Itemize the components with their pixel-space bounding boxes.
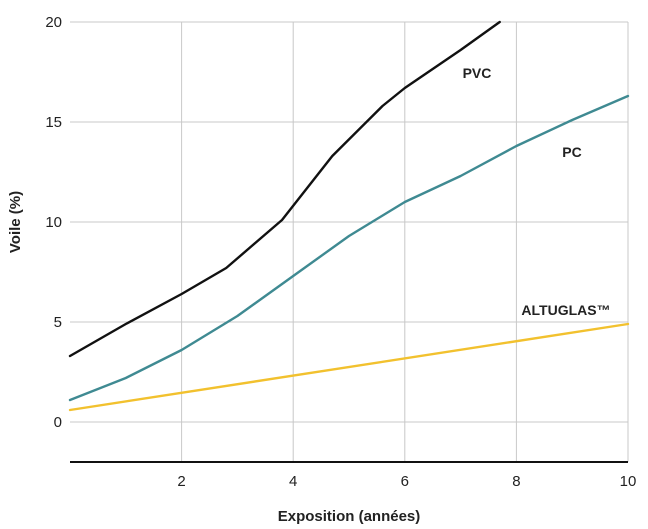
series-line-pvc <box>68 20 501 358</box>
series-label-altuglas: ALTUGLAS™ <box>521 302 610 318</box>
y-tick-label-20: 20 <box>45 14 62 31</box>
x-tick-label-6: 6 <box>401 473 409 490</box>
series-labels: PVC PC ALTUGLAS™ <box>463 65 611 318</box>
y-tick-labels: 0 5 10 15 20 <box>45 14 62 431</box>
series-label-pc: PC <box>562 144 581 160</box>
series-label-pvc: PVC <box>463 65 492 81</box>
y-tick-label-5: 5 <box>54 314 62 331</box>
series-line-pc <box>68 94 630 402</box>
y-tick-label-0: 0 <box>54 414 62 431</box>
series-line-altuglas <box>68 322 630 412</box>
x-tick-label-10: 10 <box>620 473 637 490</box>
grid-lines <box>70 21 629 463</box>
y-tick-label-10: 10 <box>45 214 62 231</box>
y-tick-label-15: 15 <box>45 114 62 131</box>
x-tick-label-8: 8 <box>512 473 520 490</box>
y-axis-title: Voile (%) <box>7 191 24 253</box>
x-tick-label-4: 4 <box>289 473 297 490</box>
series-lines <box>68 20 630 412</box>
x-axis-title: Exposition (années) <box>278 508 421 525</box>
x-tick-labels: 2 4 6 8 10 <box>177 473 636 490</box>
x-tick-label-2: 2 <box>177 473 185 490</box>
